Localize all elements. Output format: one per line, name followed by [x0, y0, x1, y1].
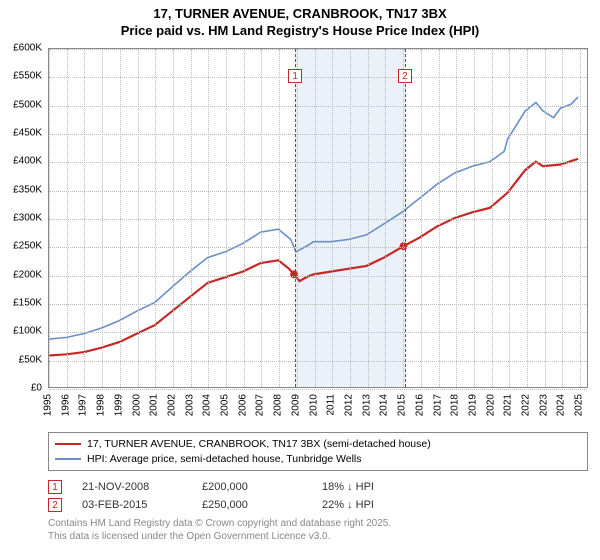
x-tick-label: 2014	[379, 394, 390, 416]
x-tick-label: 2009	[290, 394, 301, 416]
y-axis-labels: £0£50K£100K£150K£200K£250K£300K£350K£400…	[0, 48, 46, 388]
legend-label-price-paid: 17, TURNER AVENUE, CRANBROOK, TN17 3BX (…	[87, 437, 431, 452]
y-tick-label: £150K	[13, 298, 42, 309]
sale-marker-box: 2	[398, 69, 412, 83]
footer-delta-1: 18% ↓ HPI	[322, 481, 422, 493]
footer-marker-2: 2	[48, 498, 62, 512]
legend-swatch-hpi	[55, 458, 81, 460]
y-tick-label: £450K	[13, 128, 42, 139]
x-tick-label: 2007	[255, 394, 266, 416]
x-tick-label: 2013	[361, 394, 372, 416]
y-tick-label: £500K	[13, 99, 42, 110]
title-line-2: Price paid vs. HM Land Registry's House …	[0, 23, 600, 40]
x-axis-labels: 1995199619971998199920002001200220032004…	[48, 390, 588, 426]
x-tick-label: 2003	[184, 394, 195, 416]
footer-row-2: 2 03-FEB-2015 £250,000 22% ↓ HPI	[48, 498, 588, 512]
x-tick-label: 2017	[432, 394, 443, 416]
x-tick-label: 2025	[574, 394, 585, 416]
x-tick-label: 1995	[43, 394, 54, 416]
footer-price-2: £250,000	[202, 499, 302, 511]
y-tick-label: £0	[31, 383, 42, 394]
x-tick-label: 2023	[538, 394, 549, 416]
x-tick-label: 1999	[113, 394, 124, 416]
legend-row-hpi: HPI: Average price, semi-detached house,…	[55, 452, 581, 467]
y-tick-label: £550K	[13, 71, 42, 82]
y-tick-label: £350K	[13, 184, 42, 195]
y-tick-label: £250K	[13, 241, 42, 252]
legend-swatch-price-paid	[55, 443, 81, 445]
y-tick-label: £50K	[19, 354, 42, 365]
legend-box: 17, TURNER AVENUE, CRANBROOK, TN17 3BX (…	[48, 432, 588, 471]
x-tick-label: 2000	[131, 394, 142, 416]
x-tick-label: 2019	[467, 394, 478, 416]
y-tick-label: £300K	[13, 213, 42, 224]
title-block: 17, TURNER AVENUE, CRANBROOK, TN17 3BX P…	[0, 0, 600, 42]
series-line-price_paid	[49, 159, 578, 356]
chart-container: 17, TURNER AVENUE, CRANBROOK, TN17 3BX P…	[0, 0, 600, 560]
x-tick-label: 2006	[237, 394, 248, 416]
attribution-line-2: This data is licensed under the Open Gov…	[48, 531, 588, 544]
x-tick-label: 2010	[308, 394, 319, 416]
x-tick-label: 2020	[485, 394, 496, 416]
x-tick-label: 2004	[202, 394, 213, 416]
x-tick-label: 2008	[273, 394, 284, 416]
footer-row-1: 1 21-NOV-2008 £200,000 18% ↓ HPI	[48, 480, 588, 494]
x-tick-label: 2002	[166, 394, 177, 416]
x-tick-label: 2021	[503, 394, 514, 416]
footer-marker-1: 1	[48, 480, 62, 494]
legend-label-hpi: HPI: Average price, semi-detached house,…	[87, 452, 362, 467]
footer-delta-2: 22% ↓ HPI	[322, 499, 422, 511]
sale-marker-box: 1	[288, 69, 302, 83]
footer-date-1: 21-NOV-2008	[82, 481, 182, 493]
x-tick-label: 2015	[397, 394, 408, 416]
y-tick-label: £200K	[13, 269, 42, 280]
attribution-line-1: Contains HM Land Registry data © Crown c…	[48, 518, 588, 531]
x-tick-label: 2001	[149, 394, 160, 416]
x-tick-label: 2016	[414, 394, 425, 416]
x-tick-label: 1996	[60, 394, 71, 416]
x-tick-label: 2024	[556, 394, 567, 416]
attribution: Contains HM Land Registry data © Crown c…	[48, 518, 588, 543]
footer-date-2: 03-FEB-2015	[82, 499, 182, 511]
x-tick-label: 2011	[326, 394, 337, 416]
y-tick-label: £400K	[13, 156, 42, 167]
footer-price-1: £200,000	[202, 481, 302, 493]
legend-row-price-paid: 17, TURNER AVENUE, CRANBROOK, TN17 3BX (…	[55, 437, 581, 452]
x-tick-label: 1998	[96, 394, 107, 416]
footer-block: 1 21-NOV-2008 £200,000 18% ↓ HPI 2 03-FE…	[48, 476, 588, 543]
y-tick-label: £100K	[13, 326, 42, 337]
chart-svg	[49, 49, 587, 387]
chart-plot-area: 12	[48, 48, 588, 388]
x-tick-label: 2018	[450, 394, 461, 416]
title-line-1: 17, TURNER AVENUE, CRANBROOK, TN17 3BX	[0, 6, 600, 23]
x-tick-label: 2022	[521, 394, 532, 416]
x-tick-label: 2012	[343, 394, 354, 416]
y-tick-label: £600K	[13, 43, 42, 54]
x-tick-label: 1997	[78, 394, 89, 416]
x-tick-label: 2005	[220, 394, 231, 416]
